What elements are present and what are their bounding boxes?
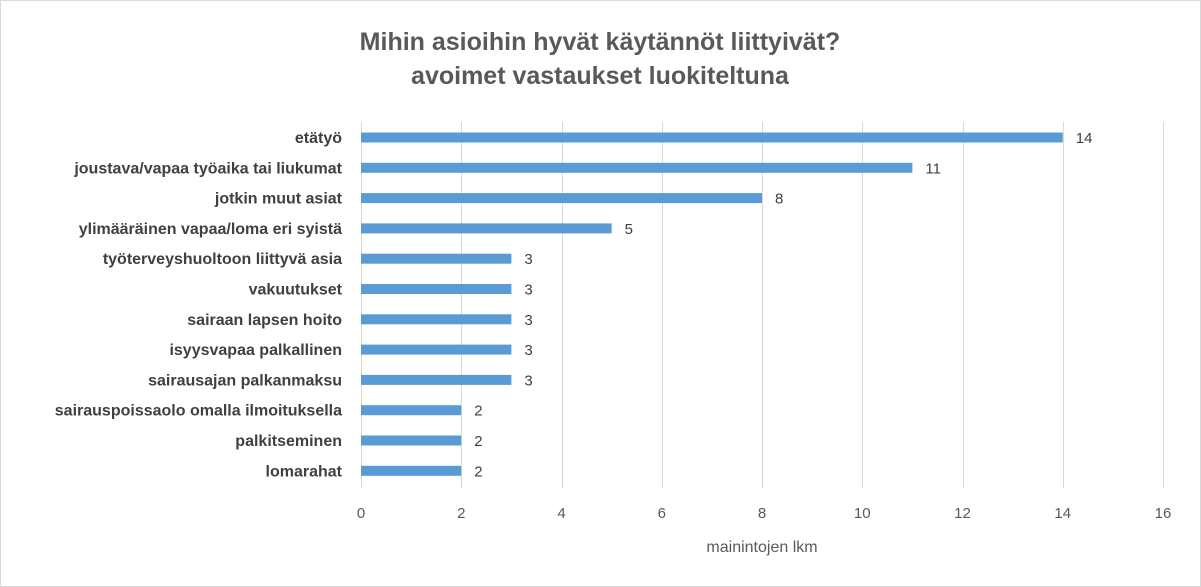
- gridlines: [361, 122, 1164, 488]
- bar: [361, 314, 512, 325]
- data-label: 2: [474, 403, 482, 420]
- chart-title-line-2: avoimet vastaukset luokiteltuna: [411, 62, 790, 90]
- category-label: etätyö: [295, 130, 342, 147]
- x-tick-label: 16: [1155, 505, 1172, 522]
- category-label: vakuutukset: [249, 282, 343, 299]
- category-label: sairausajan palkanmaksu: [148, 372, 342, 389]
- data-label: 8: [775, 191, 783, 208]
- bar: [361, 344, 512, 355]
- bar: [361, 374, 512, 385]
- x-tick-label: 2: [457, 505, 465, 522]
- bar: [361, 435, 462, 446]
- bar: [361, 162, 913, 173]
- chart-title: Mihin asioihin hyvät käytännöt liittyivä…: [360, 28, 841, 90]
- category-label: työterveyshuoltoon liittyvä asia: [103, 251, 342, 268]
- bar: [361, 132, 1063, 143]
- bar: [361, 465, 462, 476]
- category-label: jotkin muut asiat: [214, 191, 343, 208]
- bar: [361, 405, 462, 416]
- category-label: joustava/vapaa työaika tai liukumat: [73, 160, 342, 177]
- bar: [361, 223, 612, 234]
- data-label: 3: [524, 282, 532, 299]
- x-tick-label: 0: [357, 505, 365, 522]
- data-label: 3: [524, 312, 532, 329]
- x-tick-label: 8: [758, 505, 766, 522]
- bar: [361, 284, 512, 294]
- x-axis-title: mainintojen lkm: [706, 539, 817, 556]
- category-label: sairaan lapsen hoito: [187, 312, 342, 329]
- category-label: sairauspoissaolo omalla ilmoituksella: [55, 403, 342, 420]
- x-tick-label: 12: [954, 505, 971, 522]
- data-label: 2: [474, 463, 482, 480]
- data-label: 11: [925, 160, 941, 177]
- category-label: lomarahat: [266, 463, 343, 480]
- data-label: 2: [474, 433, 482, 450]
- x-tick-label: 10: [854, 505, 871, 522]
- chart-title-line-1: Mihin asioihin hyvät käytännöt liittyivä…: [360, 28, 841, 56]
- x-tick-labels: 0 2 4 6 8 10 12 14 16: [357, 505, 1172, 522]
- data-labels: 14 11 8 5 3 3 3 3 3 2 2 2: [474, 130, 1092, 480]
- bar: [361, 253, 512, 264]
- category-label: isyysvapaa palkallinen: [169, 342, 342, 359]
- data-label: 5: [625, 221, 633, 238]
- category-label: palkitseminen: [235, 433, 342, 450]
- category-label: ylimääräinen vapaa/loma eri syistä: [79, 221, 342, 238]
- data-label: 3: [524, 372, 532, 389]
- bar: [361, 193, 762, 204]
- x-tick-label: 14: [1054, 505, 1071, 522]
- x-tick-label: 4: [557, 505, 565, 522]
- data-label: 14: [1076, 130, 1093, 147]
- data-label: 3: [524, 342, 532, 359]
- x-tick-label: 6: [658, 505, 666, 522]
- category-labels: etätyö joustava/vapaa työaika tai liukuma…: [55, 130, 343, 480]
- data-label: 3: [524, 251, 532, 268]
- bars: [361, 132, 1063, 476]
